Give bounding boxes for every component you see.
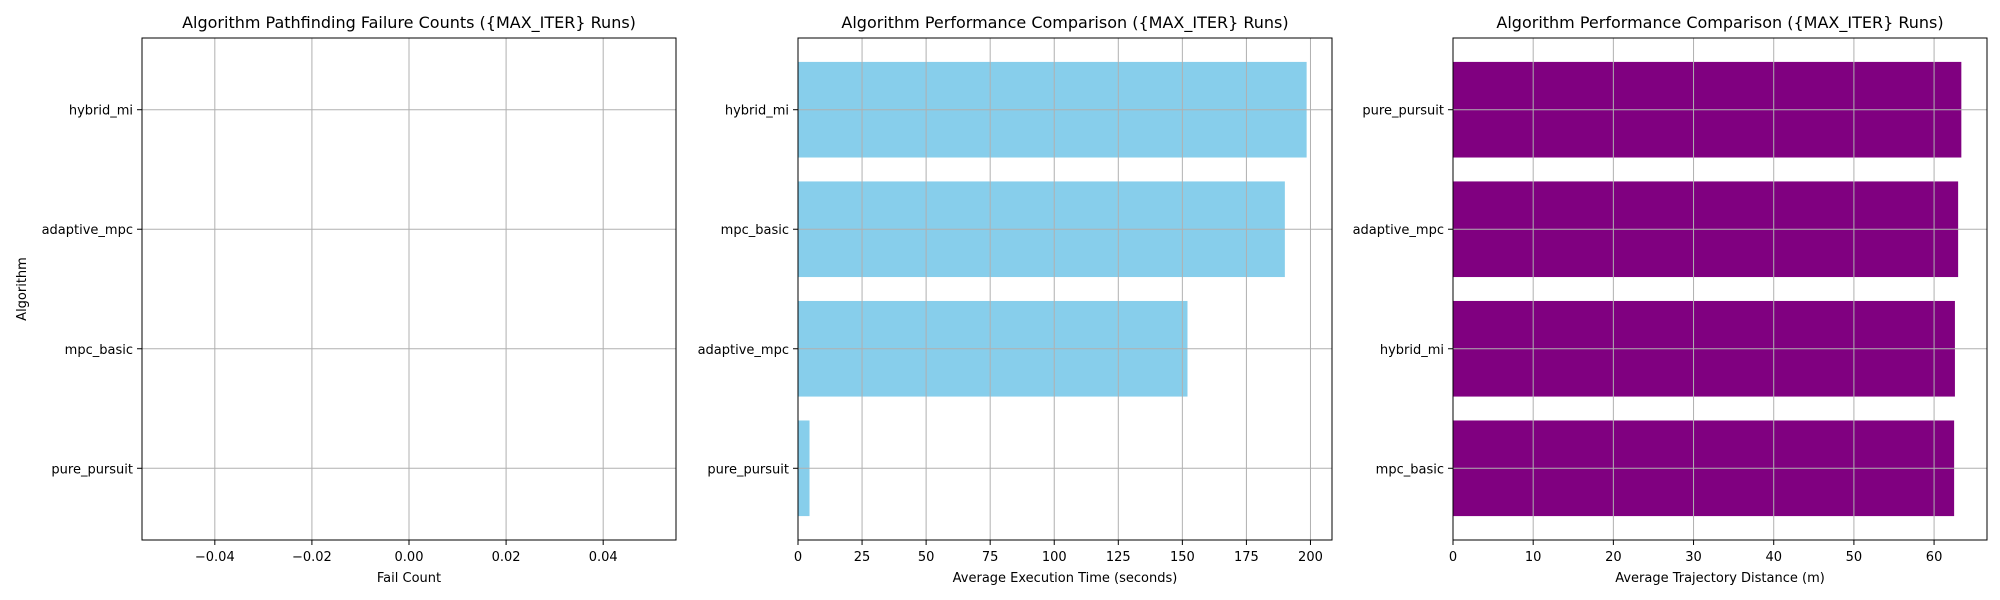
x-tick-label: 100 (1042, 550, 1067, 565)
chart-title: Algorithm Pathfinding Failure Counts ({M… (182, 13, 636, 33)
chart-title: Algorithm Performance Comparison ({MAX_I… (841, 13, 1288, 33)
x-tick-label: 75 (982, 550, 999, 565)
axes-frame (1452, 37, 1988, 541)
y-tick-label: mpc_basic (1376, 462, 1444, 477)
x-tick-label: 125 (1106, 550, 1131, 565)
x-tick-label: 150 (1170, 550, 1195, 565)
x-axis-label: Average Execution Time (seconds) (953, 571, 1178, 586)
subplot-2: 0 25 50 75 100 125 150 175 200 pure_pursuit adapti… (698, 13, 1333, 586)
y-tick-label: adaptive_mpc (1353, 223, 1444, 238)
y-tick-label: pure_pursuit (1362, 104, 1444, 119)
y-axis-label: Algorithm (15, 257, 30, 321)
x-tick-label: −0.02 (292, 550, 332, 565)
x-tick-label: 30 (1685, 550, 1702, 565)
subplot-1: −0.04 −0.02 0.00 0.02 0.04 pure_pursuit mpc_ba… (15, 13, 677, 586)
subplot-3: 0 10 20 30 40 50 60 mpc_basic hybrid_mi adaptive_… (1353, 13, 1988, 586)
x-tick-label: 20 (1605, 550, 1622, 565)
x-tick-label: 0.00 (395, 550, 424, 565)
y-tick-label: pure_pursuit (707, 462, 789, 477)
x-tick-label: −0.04 (195, 550, 235, 565)
x-tick-label: 0.04 (589, 550, 618, 565)
x-tick-label: 10 (1525, 550, 1542, 565)
x-tick-label: 175 (1234, 550, 1259, 565)
y-tick-label: mpc_basic (65, 343, 133, 358)
y-tick-label: mpc_basic (721, 223, 789, 238)
x-tick-label: 0 (1449, 550, 1457, 565)
x-tick-label: 50 (1846, 550, 1863, 565)
y-tick-label: hybrid_mi (69, 104, 133, 119)
x-tick-label: 0 (794, 550, 802, 565)
x-tick-label: 60 (1926, 550, 1943, 565)
axes-frame (797, 37, 1333, 541)
x-tick-label: 25 (854, 550, 871, 565)
x-tick-label: 200 (1298, 550, 1323, 565)
chart-title: Algorithm Performance Comparison ({MAX_I… (1496, 13, 1943, 33)
x-tick-label: 50 (918, 550, 935, 565)
y-tick-label: adaptive_mpc (698, 343, 789, 358)
x-axis-label: Fail Count (377, 571, 441, 586)
y-tick-label: pure_pursuit (51, 462, 133, 477)
x-axis-label: Average Trajectory Distance (m) (1615, 571, 1825, 586)
y-tick-label: hybrid_mi (725, 104, 789, 119)
y-tick-label: adaptive_mpc (42, 223, 133, 238)
x-tick-label: 40 (1765, 550, 1782, 565)
y-tick-label: hybrid_mi (1380, 343, 1444, 358)
x-tick-label: 0.02 (492, 550, 521, 565)
